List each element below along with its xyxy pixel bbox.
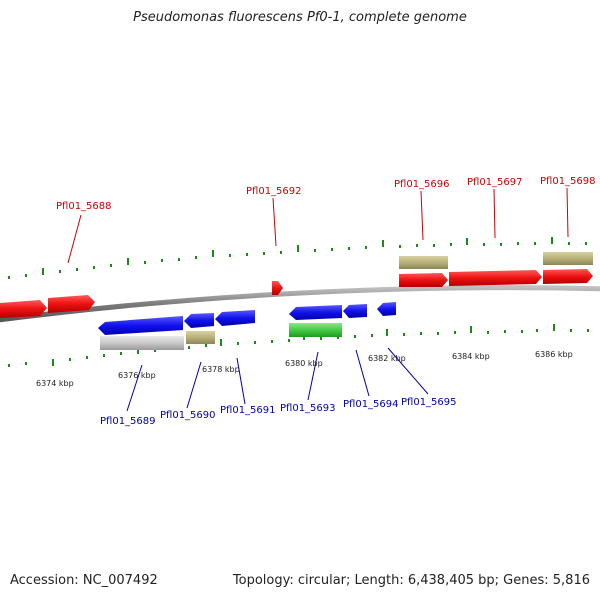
top-callouts — [67, 187, 569, 264]
gene-arrow[interactable] — [377, 302, 396, 316]
scale-label-6380: 6380 kbp — [285, 359, 323, 368]
gene-arrow[interactable] — [98, 316, 183, 335]
gene-arrow[interactable] — [272, 281, 283, 295]
gene-arrow[interactable] — [289, 305, 342, 320]
upper-tick-row — [8, 237, 587, 279]
gene-label-pfl01-5691[interactable]: Pfl01_5691 — [220, 405, 276, 416]
gene-arrow[interactable] — [543, 269, 593, 284]
scale-label-6384: 6384 kbp — [452, 352, 490, 361]
gene-arrow[interactable] — [343, 304, 367, 318]
scale-label-6382: 6382 kbp — [368, 354, 406, 363]
accession-label: Accession: NC_007492 — [10, 573, 158, 588]
other-feature[interactable] — [289, 323, 342, 337]
rna-feature[interactable] — [186, 331, 215, 344]
gene-arrow[interactable] — [0, 300, 47, 318]
scale-label-6376: 6376 kbp — [118, 371, 156, 380]
gene-arrow[interactable] — [184, 313, 214, 328]
gene-label-pfl01-5689[interactable]: Pfl01_5689 — [100, 416, 156, 427]
gene-label-pfl01-5688[interactable]: Pfl01_5688 — [56, 201, 112, 212]
gene-label-pfl01-5696[interactable]: Pfl01_5696 — [394, 179, 450, 190]
gene-label-pfl01-5692[interactable]: Pfl01_5692 — [246, 186, 302, 197]
rna-feature[interactable] — [399, 256, 448, 269]
forward-strand-features — [0, 252, 593, 318]
rna-feature[interactable] — [543, 252, 593, 265]
scale-label-6386: 6386 kbp — [535, 350, 573, 359]
gene-label-pfl01-5695[interactable]: Pfl01_5695 — [401, 397, 457, 408]
gene-label-pfl01-5690[interactable]: Pfl01_5690 — [160, 410, 216, 421]
gene-arrow[interactable] — [48, 295, 95, 313]
gene-arrow[interactable] — [399, 273, 448, 287]
gene-arrow[interactable] — [449, 270, 542, 286]
gene-label-pfl01-5693[interactable]: Pfl01_5693 — [280, 403, 336, 414]
gene-label-pfl01-5697[interactable]: Pfl01_5697 — [467, 177, 523, 188]
genome-summary: Topology: circular; Length: 6,438,405 bp… — [232, 573, 590, 588]
reverse-strand-features — [98, 302, 396, 350]
pseudo-feature[interactable] — [100, 336, 184, 350]
gene-arrow[interactable] — [215, 310, 255, 326]
scale-label-6378: 6378 kbp — [202, 365, 240, 374]
gene-label-pfl01-5698[interactable]: Pfl01_5698 — [540, 176, 596, 187]
bottom-callouts — [126, 347, 429, 412]
gene-label-pfl01-5694[interactable]: Pfl01_5694 — [343, 399, 399, 410]
genome-title: Pseudomonas fluorescens Pf0-1, complete … — [133, 10, 467, 25]
scale-label-6374: 6374 kbp — [36, 379, 74, 388]
